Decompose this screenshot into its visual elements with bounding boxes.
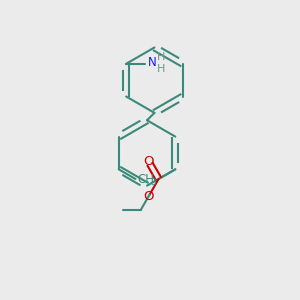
Text: CH: CH [137, 173, 154, 186]
Text: O: O [143, 190, 154, 203]
Text: H: H [158, 52, 166, 62]
Text: 3: 3 [151, 178, 156, 187]
Text: H: H [158, 64, 166, 74]
Text: O: O [143, 155, 154, 168]
Text: N: N [148, 56, 157, 69]
